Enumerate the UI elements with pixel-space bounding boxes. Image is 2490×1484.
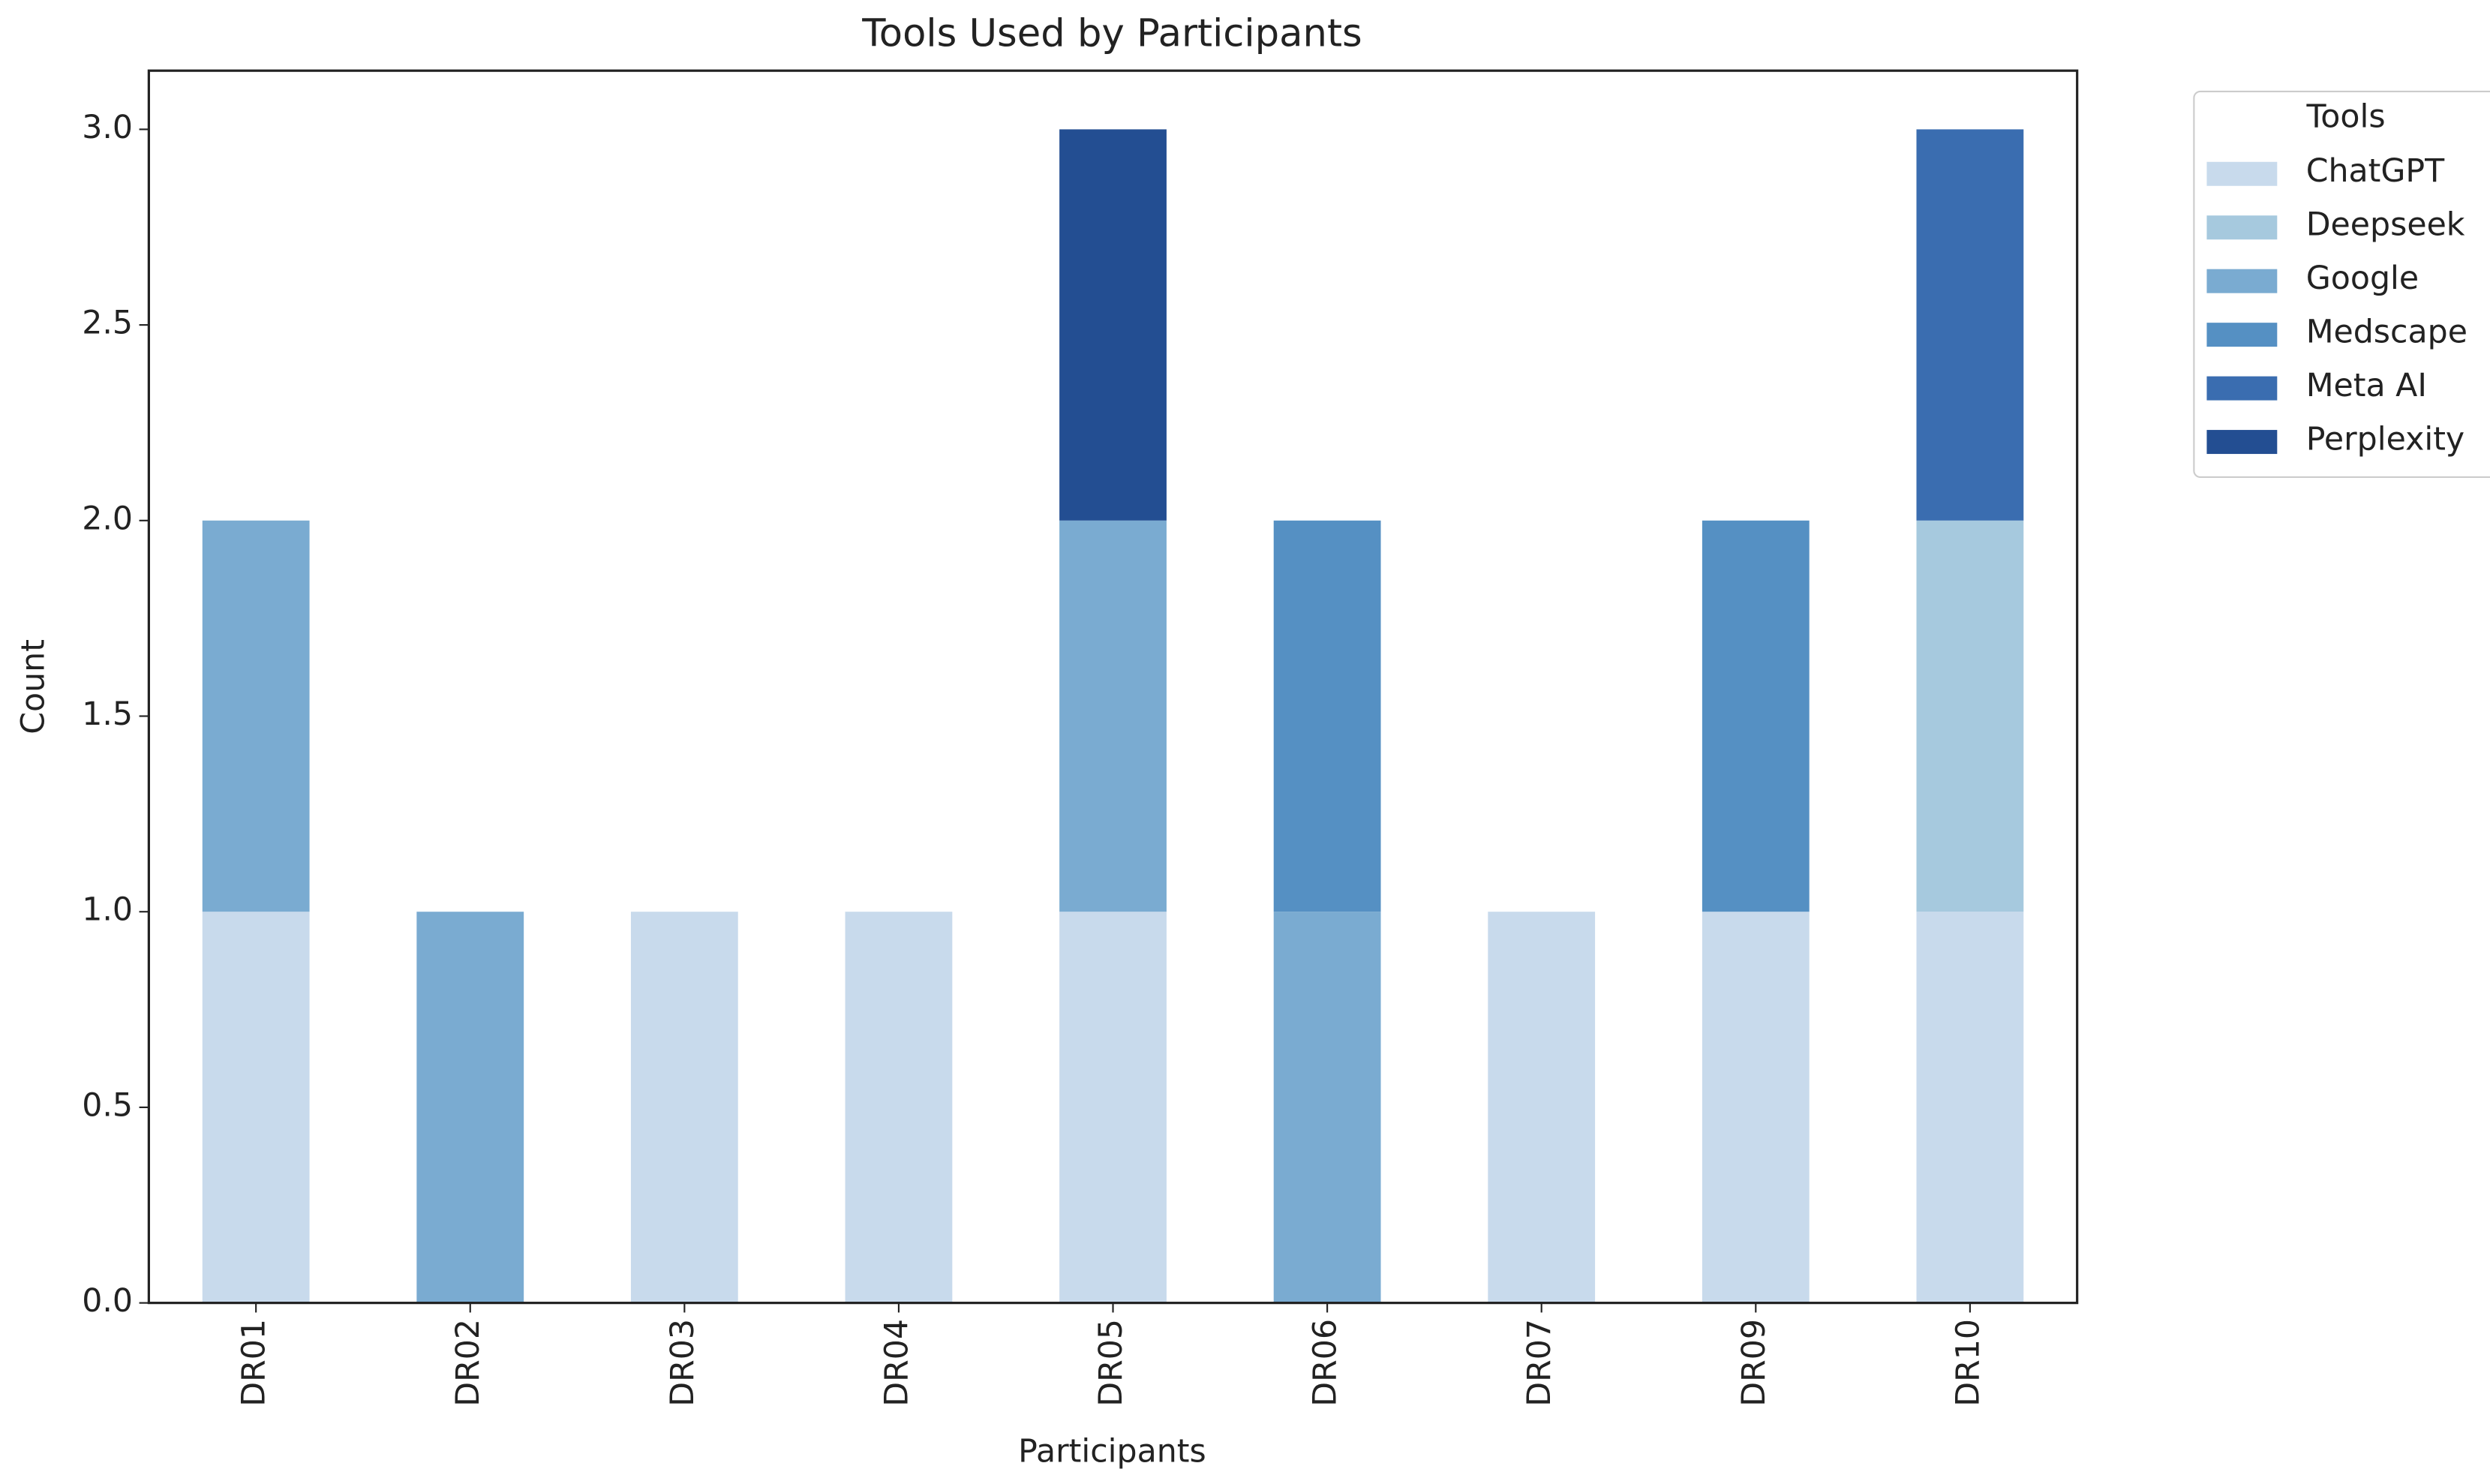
legend-swatch [2206, 376, 2278, 401]
x-tick-label: DR05 [1092, 1319, 1130, 1407]
y-tick-label: 1.0 [82, 891, 133, 929]
plot-frame [147, 69, 2079, 1305]
x-tick-label: DR07 [1521, 1319, 1558, 1407]
legend-swatch [2206, 323, 2278, 347]
legend-swatch [2206, 430, 2278, 455]
y-tick-label: 0.5 [82, 1086, 133, 1124]
x-tick-label: DR09 [1735, 1319, 1773, 1407]
legend-label: Google [2306, 260, 2419, 297]
legend-label: Medscape [2306, 314, 2467, 351]
legend-label: ChatGPT [2306, 152, 2445, 190]
bar-segment [1273, 520, 1381, 912]
x-tick-label: DR10 [1949, 1319, 1987, 1407]
x-tick-label: DR06 [1307, 1319, 1344, 1407]
legend-swatch [2206, 269, 2278, 293]
x-axis-label: Participants [1018, 1433, 1206, 1470]
bar-segment [202, 912, 310, 1303]
bar-segment [1916, 912, 2024, 1303]
y-tick-label: 2.5 [82, 305, 133, 342]
bar-segment [1916, 520, 2024, 912]
x-tick-label: DR04 [878, 1319, 915, 1407]
bar-segment [1059, 912, 1167, 1303]
legend-label: Deepseek [2306, 206, 2465, 244]
y-axis-label: Count [14, 639, 52, 734]
bar-segment [630, 912, 738, 1303]
x-tick-label: DR01 [236, 1319, 273, 1407]
y-tick-label: 2.0 [82, 500, 133, 537]
y-tick-label: 1.5 [82, 695, 133, 733]
x-tick-label: DR03 [664, 1319, 701, 1407]
bar-segment [416, 912, 524, 1303]
bar-segment [1702, 520, 1810, 912]
bar-segment [845, 912, 953, 1303]
bar-segment [1488, 912, 1596, 1303]
bar-segment [1273, 912, 1381, 1303]
bar-segment [1059, 129, 1167, 521]
bar-segment [1059, 520, 1167, 912]
legend-label: Perplexity [2306, 420, 2464, 458]
legend-swatch [2206, 215, 2278, 240]
legend-title: Tools [2305, 98, 2385, 136]
bar-segment [1702, 912, 1810, 1303]
chart-title: Tools Used by Participants [861, 11, 1362, 56]
legend-label: Meta AI [2306, 367, 2427, 404]
x-tick-label: DR02 [449, 1319, 487, 1407]
y-tick-label: 0.0 [82, 1282, 133, 1320]
y-tick-label: 3.0 [82, 109, 133, 146]
bar-segment [1916, 129, 2024, 521]
legend-swatch [2206, 161, 2278, 186]
bar-segment [202, 520, 310, 912]
